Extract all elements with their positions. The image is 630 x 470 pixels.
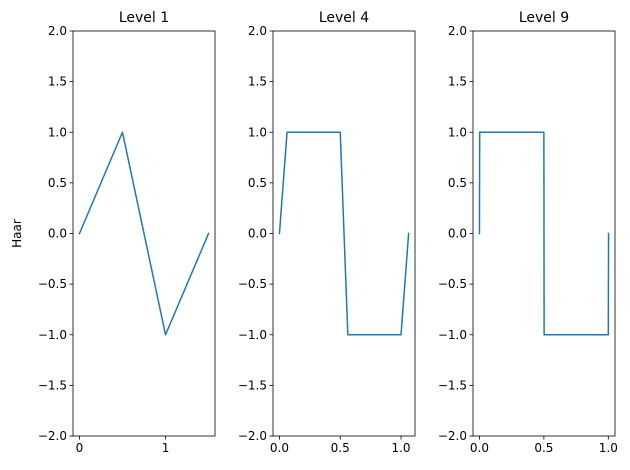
y-tick-label: 0.0 xyxy=(248,227,267,241)
y-tick-label: 1.5 xyxy=(48,75,67,89)
y-tick-label: −1.0 xyxy=(438,328,467,342)
y-tick-label: −0.5 xyxy=(38,277,67,291)
series-line-1 xyxy=(78,131,210,336)
subplot-title: Level 4 xyxy=(319,10,369,26)
y-axis-label: Haar xyxy=(10,219,24,248)
y-tick-label: 0.0 xyxy=(448,227,467,241)
y-tick-label: 0.5 xyxy=(448,176,467,190)
x-tick-label: 1.0 xyxy=(391,441,410,455)
y-tick-label: 1.0 xyxy=(248,125,267,139)
x-tick-label: 0.0 xyxy=(270,441,289,455)
y-tick-label: −2.0 xyxy=(38,429,67,443)
subplot-1: −2.0 −1.5 −1.0 −0.5 0.0 0.5 1.0 1.5 2.0 0 1 Level 1… xyxy=(10,10,216,455)
y-tick-label: 0.5 xyxy=(48,176,67,190)
y-tick-label: 0.5 xyxy=(248,176,267,190)
y-tick-label: 2.0 xyxy=(48,24,67,38)
y-tick-label: −1.5 xyxy=(238,378,267,392)
subplot-title: Level 9 xyxy=(519,10,569,26)
y-tick-label: −1.0 xyxy=(38,328,67,342)
x-tick-label: 0 xyxy=(76,441,84,455)
x-tick-label: 1 xyxy=(162,441,170,455)
y-tick-label: 1.5 xyxy=(248,75,267,89)
y-tick-label: 2.0 xyxy=(448,24,467,38)
y-tick-label: −1.5 xyxy=(438,378,467,392)
y-tick-label: −2.0 xyxy=(438,429,467,443)
y-tick-label: 1.0 xyxy=(48,125,67,139)
y-tick-label: 1.5 xyxy=(448,75,467,89)
y-tick-label: −1.0 xyxy=(238,328,267,342)
x-tick-label: 0.5 xyxy=(534,441,553,455)
x-tick-label: 1.0 xyxy=(599,441,618,455)
y-tick-label: 1.0 xyxy=(448,125,467,139)
y-tick-label: −0.5 xyxy=(238,277,267,291)
y-tick-label: 0.0 xyxy=(48,227,67,241)
y-tick-label: −0.5 xyxy=(438,277,467,291)
series-line-1 xyxy=(278,131,410,336)
y-tick-label: 2.0 xyxy=(248,24,267,38)
y-tick-label: −2.0 xyxy=(238,429,267,443)
y-tick-label: −1.5 xyxy=(38,378,67,392)
subplot-2: −2.0 −1.5 −1.0 −0.5 0.0 0.5 1.0 1.5 2.0 0.0 0.5 1.0… xyxy=(238,10,416,455)
series-line-1 xyxy=(478,131,610,336)
subplot-3: −2.0 −1.5 −1.0 −0.5 0.0 0.5 1.0 1.5 2.0 0.0 0.5 1.0… xyxy=(438,10,618,455)
x-tick-label: 0.0 xyxy=(470,441,489,455)
subplot-title: Level 1 xyxy=(119,10,169,26)
x-tick-label: 0.5 xyxy=(331,441,350,455)
